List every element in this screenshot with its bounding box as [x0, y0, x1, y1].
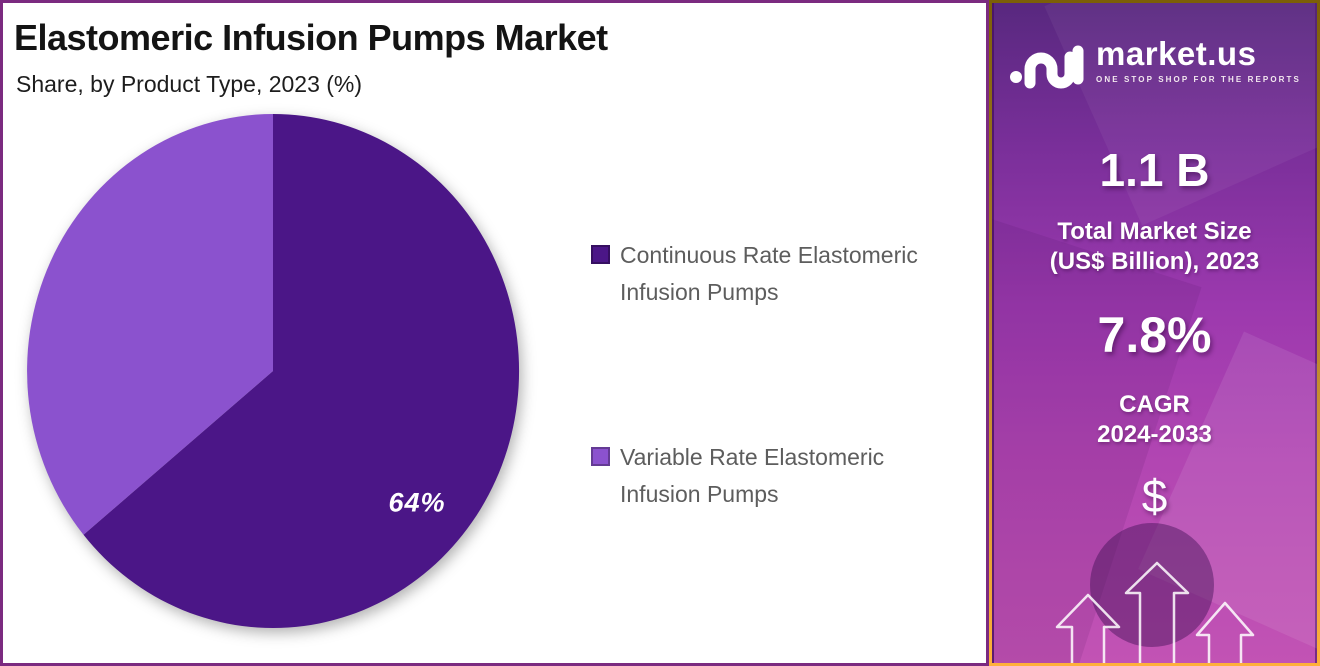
brand-name: market.us: [1096, 34, 1257, 72]
pie-data-label: 64%: [388, 487, 446, 518]
chart-panel: Elastomeric Infusion Pumps Market Share,…: [0, 0, 989, 666]
legend-item: Variable Rate Elastomeric Infusion Pumps: [591, 439, 965, 513]
cagr-label-line1: CAGR: [1119, 391, 1190, 418]
total-market-size-label-line1: Total Market Size: [1057, 218, 1252, 245]
pie-slice: [83, 113, 520, 628]
pie-chart-svg: [27, 113, 520, 628]
marketus-logo-icon: [1010, 45, 1084, 89]
legend-swatch: [591, 245, 610, 264]
pie-slice: [27, 114, 273, 535]
pie-chart: [20, 110, 526, 632]
cagr-label-line2: 2024-2033: [1097, 421, 1212, 448]
brand-tagline: ONE STOP SHOP FOR THE REPORTS: [1096, 74, 1301, 84]
legend-item: Continuous Rate Elastomeric Infusion Pum…: [591, 237, 965, 311]
chart-subtitle: Share, by Product Type, 2023 (%): [16, 71, 363, 97]
page-title: Elastomeric Infusion Pumps Market: [14, 17, 608, 58]
legend-label: Continuous Rate Elastomeric Infusion Pum…: [620, 242, 918, 305]
total-market-size-label: Total Market Size (US$ Billion), 2023: [992, 217, 1317, 277]
legend-label: Variable Rate Elastomeric Infusion Pumps: [620, 444, 885, 507]
sidebar-inner: market.us ONE STOP SHOP FOR THE REPORTS …: [992, 3, 1317, 663]
total-market-size-value: 1.1 B: [1099, 144, 1210, 196]
growth-arrows-icon: [1055, 561, 1255, 663]
brand-logo: market.us ONE STOP SHOP FOR THE REPORTS: [992, 29, 1317, 91]
sidebar: market.us ONE STOP SHOP FOR THE REPORTS …: [989, 0, 1320, 666]
dollar-icon: $: [1141, 470, 1168, 522]
cagr-label: CAGR 2024-2033: [992, 390, 1317, 450]
legend-swatch: [591, 447, 610, 466]
cagr-value: 7.8%: [1097, 307, 1212, 363]
total-market-size-label-line2: (US$ Billion), 2023: [1049, 248, 1260, 275]
